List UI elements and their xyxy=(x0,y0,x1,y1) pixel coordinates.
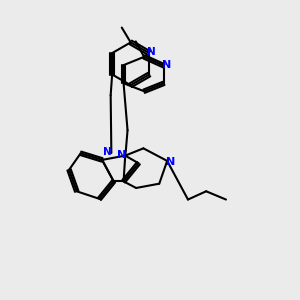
Text: N: N xyxy=(147,47,156,57)
Text: N: N xyxy=(117,150,126,160)
Text: N: N xyxy=(162,60,172,70)
Text: N: N xyxy=(103,147,112,157)
Text: N: N xyxy=(166,158,176,167)
